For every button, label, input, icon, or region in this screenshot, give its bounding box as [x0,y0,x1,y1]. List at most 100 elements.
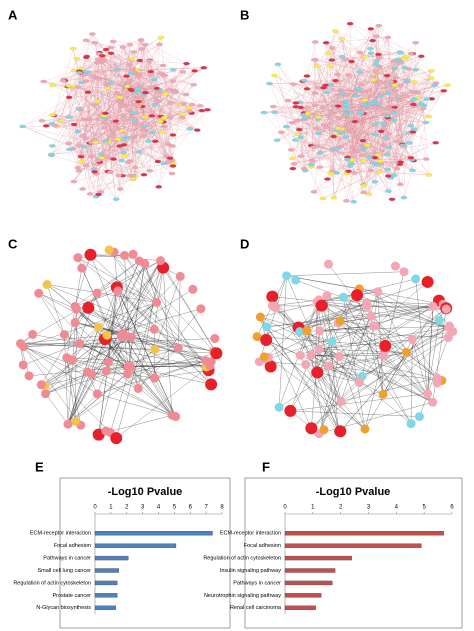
edge [104,51,134,61]
edge [45,393,69,425]
edge [302,114,333,172]
edge [116,267,164,439]
node [130,50,137,54]
edge [333,136,412,160]
edge [335,30,404,59]
node [380,121,387,126]
node [166,156,174,160]
edge [373,291,379,327]
node [432,378,442,388]
node [122,118,129,122]
edge [295,139,412,160]
node [104,245,114,255]
node [126,332,136,342]
edge [395,90,398,169]
node [334,425,347,438]
category-label: Renal cell carcinoma [230,605,282,611]
node [400,144,408,148]
node [36,380,46,390]
node [107,170,114,174]
edge [64,334,69,425]
node [441,304,451,314]
node [374,153,382,157]
node [395,58,403,63]
edge [98,336,125,435]
node [77,263,87,273]
edge [106,260,161,372]
node [129,173,137,178]
node [101,125,108,130]
edge [317,372,342,402]
edge [337,148,347,201]
node [388,197,396,201]
node [75,71,83,75]
node [347,110,355,115]
edge [66,302,157,358]
edge [154,267,164,330]
edge [150,71,208,110]
edge [293,152,321,164]
edge [108,287,117,363]
node [406,419,416,429]
edge [47,284,157,303]
edge [144,263,157,303]
node [356,70,363,74]
node [141,124,148,129]
edge [343,297,412,424]
node [141,43,149,47]
edge [286,275,444,305]
edge [80,67,204,74]
edge [89,67,204,144]
x-tick-label: 0 [283,505,287,511]
edge [163,121,190,129]
edge [338,118,364,141]
edge [273,47,333,107]
edge [75,308,77,422]
node [97,152,105,156]
node [397,160,404,164]
edge [359,288,453,332]
node [291,275,301,285]
chart-title: -Log10 Pvalue [316,486,391,498]
edge [338,118,414,161]
node [311,366,324,379]
node [114,67,121,71]
edge [68,85,119,176]
node [120,150,128,155]
edge [72,359,129,367]
node [312,126,320,131]
edge [93,123,136,140]
node [151,103,159,107]
node [292,101,300,105]
edge [336,54,379,173]
edge [315,62,401,106]
edge [23,343,80,366]
node [135,150,143,154]
edge [51,86,75,124]
node [360,147,367,151]
node [169,79,177,84]
edge [60,68,118,121]
node [407,52,415,56]
node [375,102,383,106]
edge [69,116,131,162]
node [415,412,425,422]
edge [354,160,364,174]
edge [79,343,155,379]
node [128,249,138,259]
edge [97,92,137,161]
edge [160,260,217,354]
node [407,124,415,128]
node [148,114,156,118]
edge [264,322,339,360]
node [344,126,351,131]
edge [141,48,145,95]
node [66,147,73,152]
node [393,166,401,171]
node [423,97,430,101]
edge [77,257,157,303]
node [154,99,161,104]
node [129,67,136,71]
node [418,54,425,58]
